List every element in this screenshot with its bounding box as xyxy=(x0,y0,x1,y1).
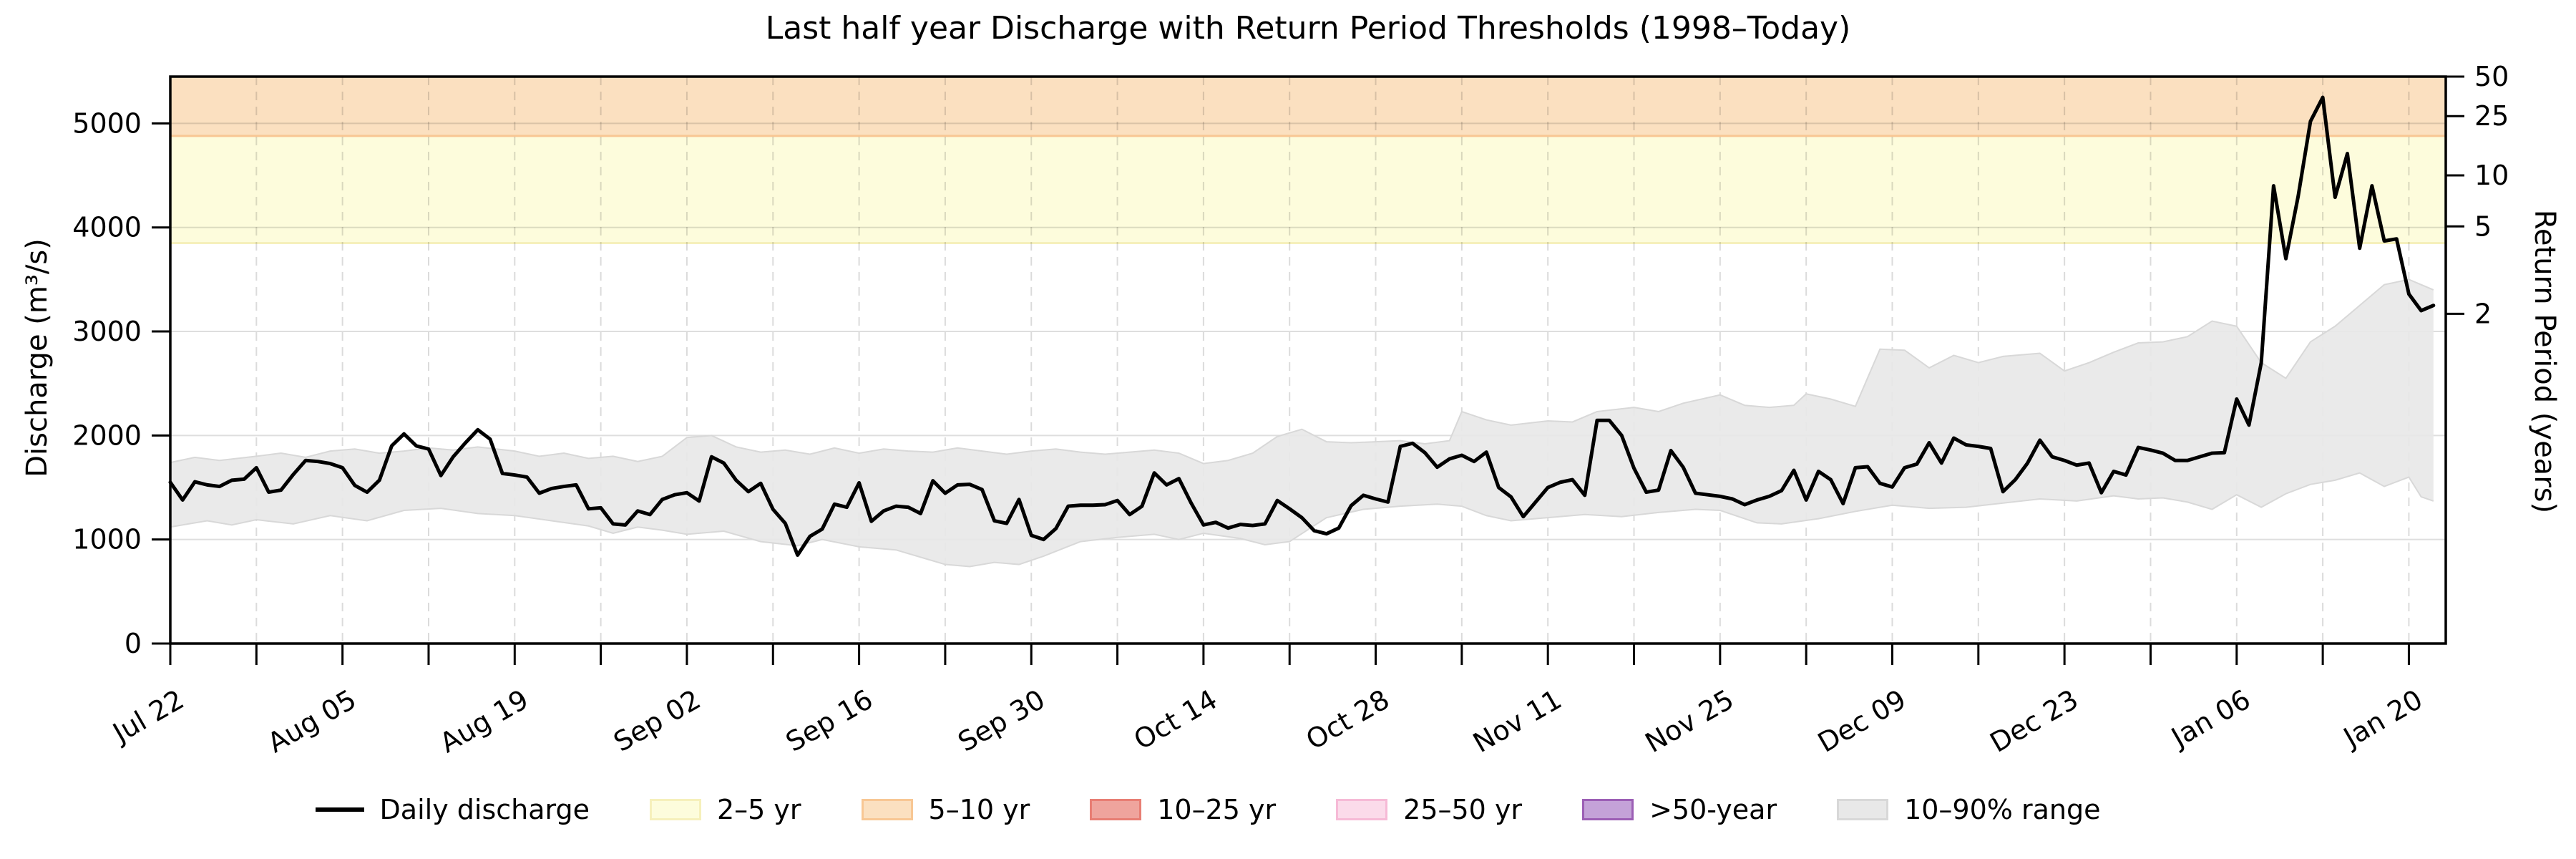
return-period-band xyxy=(170,77,2446,136)
legend-label: 5–10 yr xyxy=(928,794,1030,825)
legend-line-sample xyxy=(315,807,364,812)
discharge-line xyxy=(168,95,2436,557)
y-tick-label: 5000 xyxy=(72,107,142,139)
chart-title: Last half year Discharge with Return Per… xyxy=(765,10,1851,47)
percentile-band-lower-edge xyxy=(170,472,2434,568)
legend-swatch xyxy=(1582,799,1634,820)
x-tick-label: Jul 22 xyxy=(107,684,190,749)
y2-tick-label: 25 xyxy=(2474,100,2509,132)
x-tick-label: Jan 06 xyxy=(2165,684,2255,754)
legend-label: 10–25 yr xyxy=(1157,794,1277,825)
x-tick-label: Dec 09 xyxy=(1813,684,1911,759)
x-tick-label: Aug 19 xyxy=(434,684,534,759)
percentile-band-upper-edge xyxy=(170,278,2434,465)
y2-tick-label: 10 xyxy=(2474,160,2509,191)
legend-label: 10–90% range xyxy=(1904,794,2101,825)
legend-swatch xyxy=(649,799,701,820)
x-tick-label: Nov 11 xyxy=(1468,684,1567,759)
legend: Daily discharge 2–5 yr 5–10 yr 10–25 yr 25–5… xyxy=(0,796,2496,823)
return-period-band xyxy=(170,135,2446,243)
legend-item: 5–10 yr xyxy=(861,794,1030,825)
legend-swatch xyxy=(1837,799,1889,820)
legend-item: 10–25 yr xyxy=(1090,796,1276,823)
legend-label: 2–5 yr xyxy=(716,794,801,825)
plot-border xyxy=(169,75,2447,645)
y-tick-label: 4000 xyxy=(72,212,142,243)
y2-tick-label: 2 xyxy=(2474,298,2492,329)
x-tick-label: Nov 25 xyxy=(1640,684,1740,759)
x-tick-label: Oct 14 xyxy=(1128,684,1222,756)
x-tick-label: Dec 23 xyxy=(1985,684,2084,759)
legend-label: >50-year xyxy=(1649,794,1777,825)
x-tick-label: Sep 16 xyxy=(781,684,878,758)
x-tick-label: Oct 28 xyxy=(1301,684,1395,756)
legend-item: 25–50 yr xyxy=(1336,796,1522,823)
legend-item: Daily discharge xyxy=(315,794,590,825)
legend-swatch xyxy=(861,799,913,820)
y2-tick-label: 5 xyxy=(2474,210,2492,242)
y-tick-label: 0 xyxy=(125,628,142,659)
x-tick-label: Aug 05 xyxy=(263,684,362,759)
legend-swatch xyxy=(1090,799,1142,820)
legend-item: >50-year xyxy=(1582,796,1777,823)
y2-tick-label: 50 xyxy=(2474,61,2509,92)
legend-label: 25–50 yr xyxy=(1403,794,1523,825)
x-tick-label: Jan 20 xyxy=(2337,684,2428,754)
x-tick-label: Sep 30 xyxy=(952,684,1050,758)
percentile-band xyxy=(170,279,2434,567)
legend-item: 10–90% range xyxy=(1837,796,2100,823)
y-tick-label: 3000 xyxy=(72,316,142,347)
legend-item: 2–5 yr xyxy=(649,794,801,825)
legend-label: Daily discharge xyxy=(379,794,590,825)
x-tick-label: Sep 02 xyxy=(608,684,706,758)
legend-swatch xyxy=(1336,799,1388,820)
y-tick-label: 1000 xyxy=(72,524,142,555)
y-tick-label: 2000 xyxy=(72,419,142,451)
